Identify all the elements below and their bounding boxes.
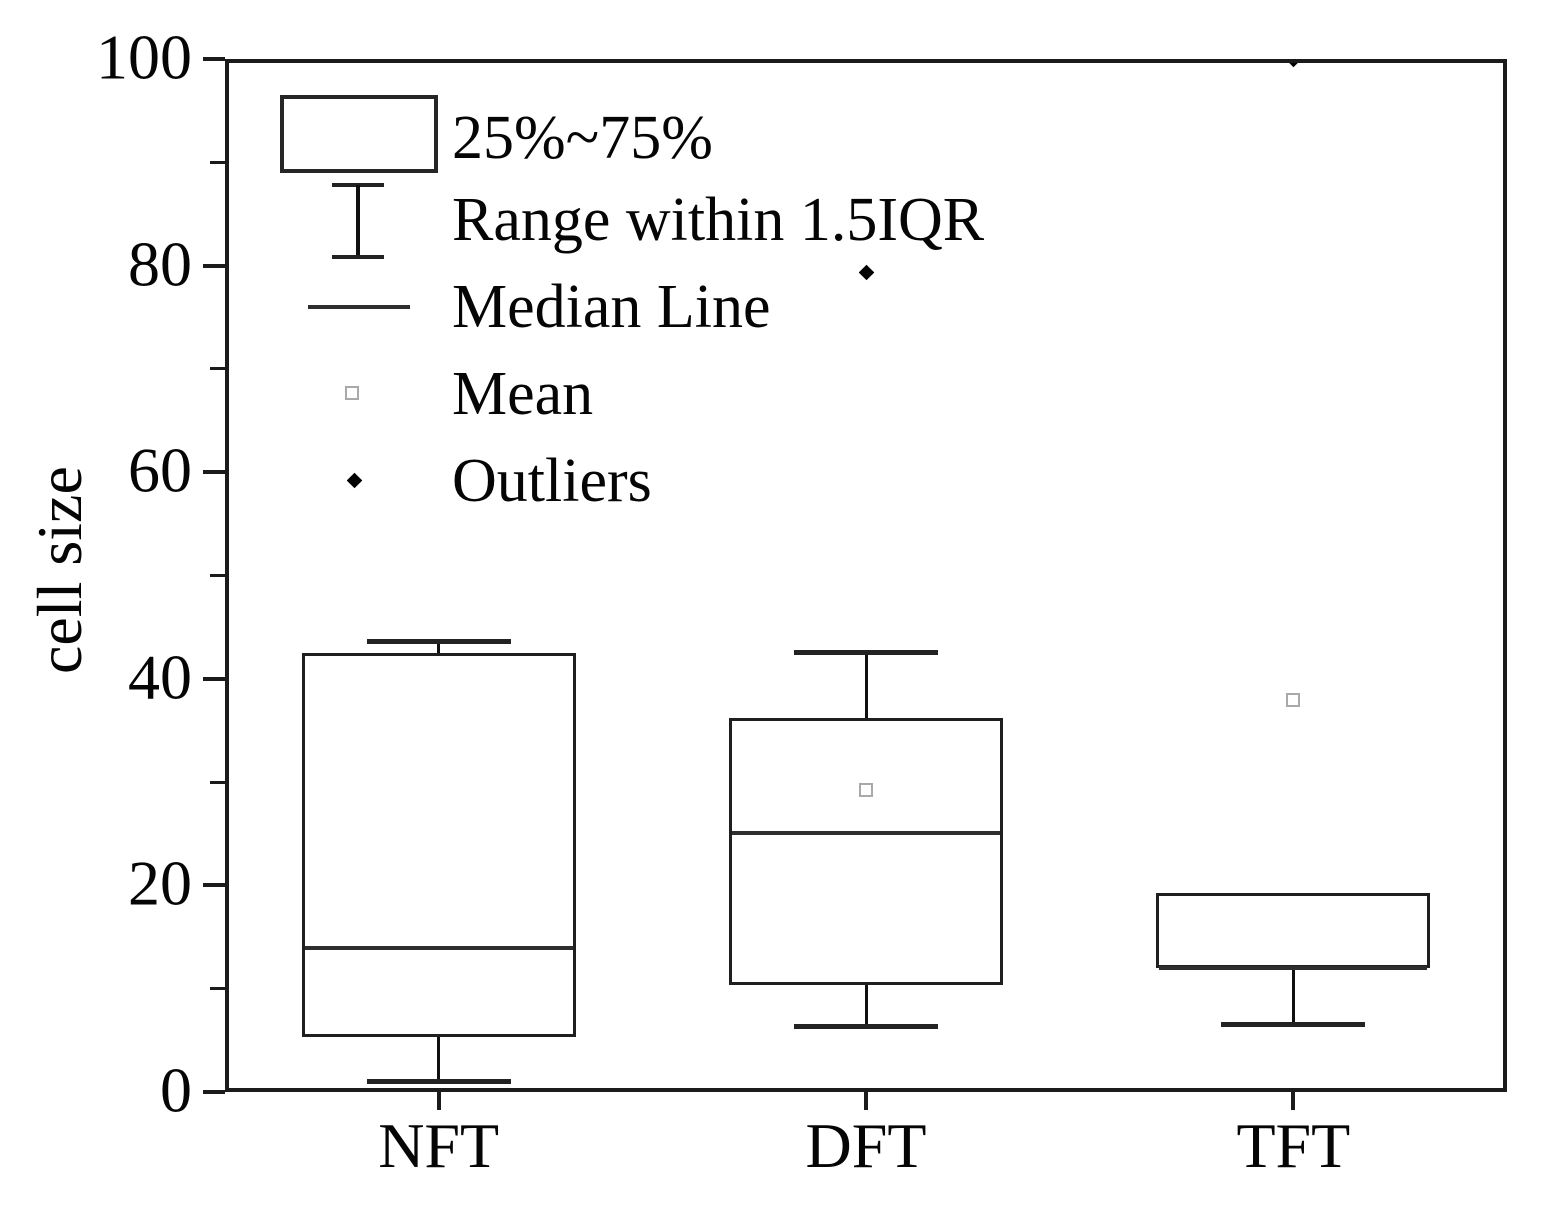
legend-whisker-line-icon [356,185,360,257]
legend-label: Outliers [452,447,652,515]
y-tick-label: 40 [128,641,192,713]
whisker-cap-upper [794,650,938,656]
mean-marker [859,783,873,798]
legend-mean-square-icon [345,386,359,400]
y-tick-label: 80 [128,228,192,300]
x-tick [436,1092,441,1110]
median-line [732,830,1000,835]
whisker-cap-lower [366,1079,511,1085]
y-minor-tick [210,780,225,784]
mean-marker [1286,693,1301,708]
median-line [1159,966,1428,971]
x-category-label: DFT [805,1110,927,1181]
median-line [304,946,573,951]
iqr-box [301,652,576,1038]
x-category-label: TFT [1236,1110,1351,1181]
whisker-cap-upper [366,639,511,645]
y-major-tick [203,1090,225,1094]
x-tick [864,1092,868,1110]
legend-median-line-icon [308,305,410,309]
y-minor-tick [210,574,225,577]
y-tick-label: 20 [128,848,192,920]
y-axis-title: cell size [24,466,95,674]
plot-area: 25%~75% Range within 1.5IQR Median Line Mea… [225,59,1507,1092]
whisker-line-lower [437,1037,441,1082]
iqr-box [1156,892,1431,969]
whisker-line-lower [1291,968,1295,1025]
legend-label: 25%~75% [452,104,713,172]
y-major-tick [203,676,225,681]
legend-box-swatch-icon [280,95,438,173]
outlier-marker [1285,63,1302,67]
legend-label: Mean [452,360,594,428]
whisker-cap-lower [1221,1022,1366,1028]
x-category-label: NFT [378,1110,500,1181]
outlier-marker [858,265,874,281]
y-major-tick [203,263,225,268]
whisker-line-upper [437,641,441,653]
y-minor-tick [210,987,225,991]
y-major-tick [203,883,225,888]
y-minor-tick [210,367,225,371]
y-tick-label: 60 [128,434,192,506]
legend-label: Median Line [452,273,771,341]
whisker-line-upper [864,652,868,719]
whisker-line-lower [864,984,868,1027]
y-tick-label: 0 [160,1054,192,1126]
whisker-cap-lower [794,1024,938,1030]
legend-outlier-diamond-icon [346,472,363,489]
y-major-tick [203,470,225,475]
legend-label: Range within 1.5IQR [452,186,985,254]
legend-whisker-cap-icon [332,255,384,259]
y-minor-tick [210,160,225,164]
iqr-box [729,718,1003,985]
y-tick-label: 100 [96,21,192,93]
x-tick [1291,1092,1296,1110]
y-major-tick [203,57,225,61]
